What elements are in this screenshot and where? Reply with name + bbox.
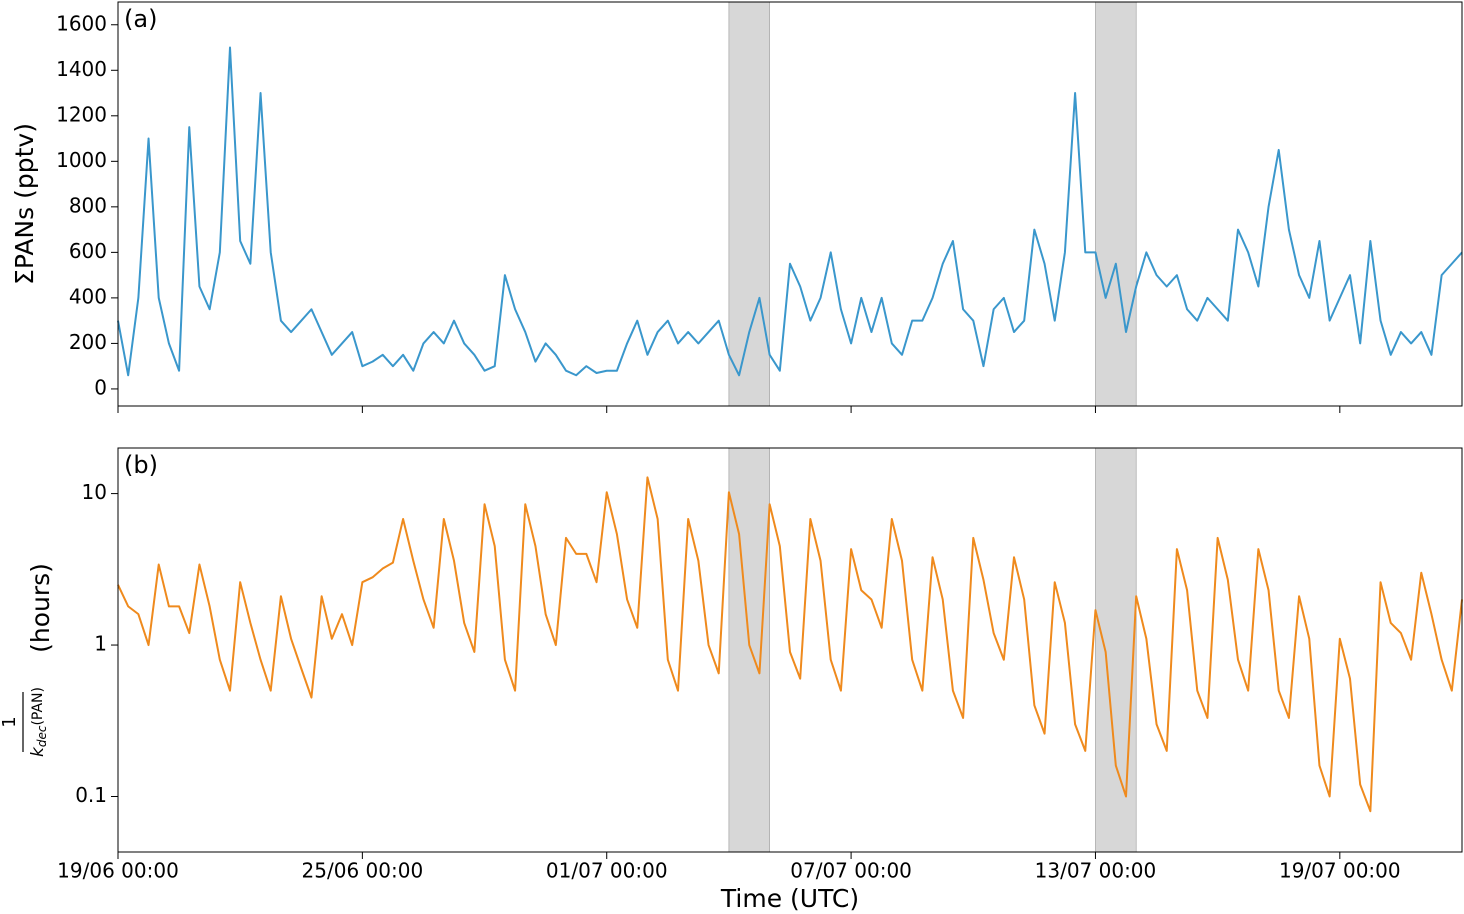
x-tick-label: 13/07 00:00 — [1035, 859, 1157, 883]
x-tick-label: 01/07 00:00 — [546, 859, 668, 883]
y-label-subscript: dec — [35, 725, 49, 747]
y-tick-label: 1400 — [56, 57, 107, 81]
y-label-k: k — [28, 746, 48, 757]
y-tick-label: 1600 — [56, 11, 107, 35]
y-tick-label: 600 — [69, 239, 107, 263]
y-tick-label: 10 — [82, 480, 107, 504]
y-tick-label: 1200 — [56, 102, 107, 126]
plot-frame — [117, 1, 1463, 407]
shaded-span — [728, 1, 770, 407]
x-axis-label: Time (UTC) — [720, 884, 859, 913]
shaded-span — [1095, 447, 1137, 853]
panel-label: (a) — [124, 5, 157, 33]
y-tick-label: 800 — [69, 193, 107, 217]
data-line — [117, 46, 1463, 377]
y-tick-label: 1000 — [56, 148, 107, 172]
x-tick-label: 19/06 00:00 — [57, 859, 179, 883]
panel-label: (b) — [124, 451, 158, 479]
x-tick-label: 25/06 00:00 — [302, 859, 424, 883]
y-tick-label: 200 — [69, 330, 107, 354]
y-tick-label: 1 — [94, 632, 107, 656]
y-label-suffix: (PAN) — [30, 687, 46, 726]
y-tick-label: 400 — [69, 284, 107, 308]
shaded-span — [1095, 1, 1137, 407]
y-axis-label-group: 1 kdec(PAN) (hours) — [0, 563, 55, 757]
y-label-numerator: 1 — [0, 716, 20, 727]
y-axis-label: ΣPANs (pptv) — [10, 123, 39, 285]
shaded-span — [728, 447, 770, 853]
plot-frame — [117, 447, 1463, 853]
y-tick-label: 0 — [94, 375, 107, 399]
y-label-unit: (hours) — [26, 563, 55, 653]
x-tick-label: 07/07 00:00 — [790, 859, 912, 883]
data-line — [117, 476, 1463, 813]
y-tick-label: 0.1 — [75, 783, 107, 807]
y-label-denominator: kdec(PAN) — [28, 687, 49, 757]
x-tick-label: 19/07 00:00 — [1279, 859, 1401, 883]
